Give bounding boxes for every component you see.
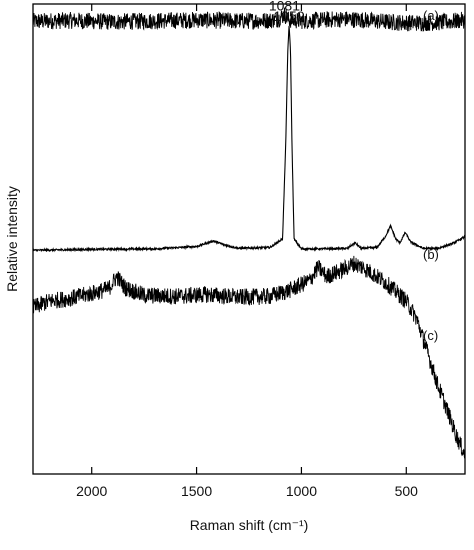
series-label-0: (a) xyxy=(423,8,439,23)
series-labels: (a) (b) (c) xyxy=(423,8,439,343)
plot-frame xyxy=(32,3,466,475)
peak-label-1059: 1059 xyxy=(273,8,304,24)
peak-label-1081: 1081 xyxy=(269,0,300,13)
spectra xyxy=(32,7,466,459)
x-tick-label-2000: 2000 xyxy=(76,483,107,499)
series-label-2: (c) xyxy=(423,328,438,343)
y-axis-label: Relative intensity xyxy=(4,186,20,292)
series-line-1 xyxy=(32,25,466,253)
series-label-1: (b) xyxy=(423,247,439,262)
x-tick-label-1000: 1000 xyxy=(286,483,317,499)
x-tick-label-1500: 1500 xyxy=(181,483,212,499)
series-line-2 xyxy=(32,255,466,459)
x-axis-ticks: 2000 1500 1000 500 xyxy=(76,4,418,499)
series-line-0 xyxy=(32,7,466,32)
x-axis-label: Raman shift (cm⁻¹) xyxy=(190,517,309,533)
x-tick-label-500: 500 xyxy=(395,483,419,499)
